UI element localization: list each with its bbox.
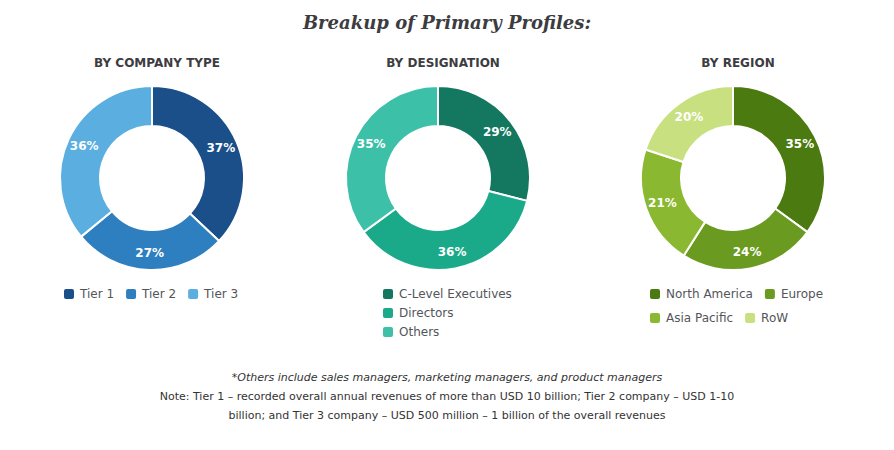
svg-text:Directors: Directors [399, 306, 453, 320]
svg-text:RoW: RoW [761, 311, 788, 325]
svg-text:36%: 36% [438, 245, 467, 259]
svg-text:27%: 27% [135, 246, 164, 260]
svg-text:billion; and Tier 3 company –: billion; and Tier 3 company – USD 500 mi… [228, 409, 665, 422]
svg-text:37%: 37% [206, 141, 235, 155]
svg-text:Tier 3: Tier 3 [203, 287, 238, 301]
svg-text:Asia Pacific: Asia Pacific [666, 311, 733, 325]
svg-text:20%: 20% [675, 110, 704, 124]
svg-text:24%: 24% [733, 245, 762, 259]
svg-text:Breakup of Primary Profiles:: Breakup of Primary Profiles: [302, 12, 591, 33]
svg-text:Note: Tier 1 – recorded overal: Note: Tier 1 – recorded overall annual r… [160, 390, 735, 403]
svg-text:21%: 21% [648, 196, 677, 210]
svg-text:35%: 35% [785, 137, 814, 151]
svg-text:C-Level Executives: C-Level Executives [399, 287, 512, 301]
svg-text:North America: North America [666, 287, 753, 301]
svg-text:Tier 1: Tier 1 [79, 287, 114, 301]
svg-text:Tier 2: Tier 2 [141, 287, 176, 301]
svg-text:BY DESIGNATION: BY DESIGNATION [386, 56, 500, 70]
svg-text:Europe: Europe [781, 287, 823, 301]
svg-text:BY REGION: BY REGION [701, 56, 774, 70]
svg-text:BY COMPANY TYPE: BY COMPANY TYPE [94, 56, 220, 70]
svg-text:Others: Others [399, 325, 439, 339]
svg-text:36%: 36% [70, 139, 99, 153]
svg-text:35%: 35% [357, 137, 386, 151]
svg-text:29%: 29% [483, 125, 512, 139]
svg-text:*Others include sales managers: *Others include sales managers, marketin… [232, 371, 663, 384]
